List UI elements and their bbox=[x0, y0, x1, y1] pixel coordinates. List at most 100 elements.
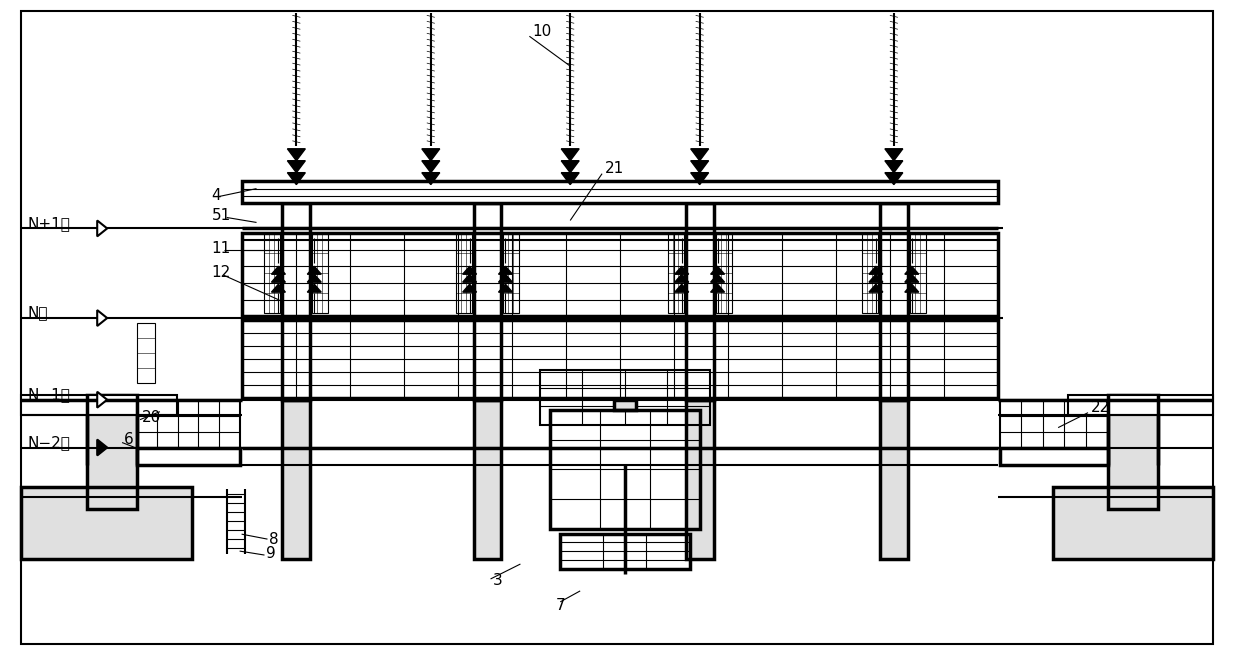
Text: 7: 7 bbox=[556, 598, 565, 613]
Text: 8: 8 bbox=[269, 532, 279, 547]
Polygon shape bbox=[308, 266, 321, 274]
Bar bbox=[138, 323, 155, 383]
Bar bbox=[474, 400, 501, 559]
Polygon shape bbox=[422, 173, 440, 185]
Polygon shape bbox=[463, 274, 476, 282]
Bar bbox=[910, 234, 926, 313]
Polygon shape bbox=[675, 266, 688, 274]
Polygon shape bbox=[905, 284, 919, 292]
Text: 6: 6 bbox=[124, 432, 134, 447]
Text: 22: 22 bbox=[1091, 400, 1110, 415]
Polygon shape bbox=[675, 274, 688, 282]
Bar bbox=[87, 395, 138, 509]
Bar bbox=[668, 234, 683, 313]
Bar bbox=[264, 234, 280, 313]
Polygon shape bbox=[711, 274, 724, 282]
Bar bbox=[1109, 395, 1158, 509]
Polygon shape bbox=[711, 284, 724, 292]
Polygon shape bbox=[869, 284, 883, 292]
Text: N层: N层 bbox=[27, 306, 48, 320]
Bar bbox=[1001, 400, 1109, 448]
Bar bbox=[1053, 487, 1213, 559]
Polygon shape bbox=[308, 284, 321, 292]
Bar bbox=[1053, 487, 1213, 559]
Bar bbox=[1001, 448, 1109, 465]
Text: N−2层: N−2层 bbox=[27, 435, 71, 450]
Polygon shape bbox=[97, 392, 107, 408]
Text: 12: 12 bbox=[212, 265, 231, 280]
Bar bbox=[1109, 395, 1158, 509]
Bar bbox=[138, 400, 239, 448]
Polygon shape bbox=[691, 173, 708, 185]
Polygon shape bbox=[422, 149, 440, 161]
Bar bbox=[503, 234, 520, 313]
Polygon shape bbox=[691, 149, 708, 161]
Polygon shape bbox=[711, 266, 724, 274]
Text: N+1层: N+1层 bbox=[27, 216, 71, 231]
Bar bbox=[455, 234, 471, 313]
Bar bbox=[312, 234, 329, 313]
Polygon shape bbox=[691, 161, 708, 173]
Bar bbox=[880, 400, 908, 559]
Polygon shape bbox=[869, 266, 883, 274]
Polygon shape bbox=[885, 149, 903, 161]
Polygon shape bbox=[97, 310, 107, 326]
Bar bbox=[880, 400, 908, 559]
Bar bbox=[21, 487, 192, 559]
Bar bbox=[686, 400, 713, 559]
Bar bbox=[87, 395, 138, 509]
Polygon shape bbox=[288, 149, 305, 161]
Bar bbox=[21, 395, 177, 414]
Polygon shape bbox=[885, 161, 903, 173]
Polygon shape bbox=[885, 173, 903, 185]
Bar bbox=[242, 320, 998, 398]
Polygon shape bbox=[272, 274, 285, 282]
Bar bbox=[138, 448, 239, 465]
Bar bbox=[880, 203, 908, 400]
Polygon shape bbox=[498, 274, 512, 282]
Bar bbox=[686, 400, 713, 559]
Polygon shape bbox=[308, 274, 321, 282]
Polygon shape bbox=[463, 266, 476, 274]
Bar bbox=[880, 203, 908, 400]
Polygon shape bbox=[905, 266, 919, 274]
Polygon shape bbox=[562, 161, 579, 173]
Bar bbox=[242, 181, 998, 203]
Polygon shape bbox=[675, 284, 688, 292]
Polygon shape bbox=[498, 284, 512, 292]
Bar bbox=[551, 410, 699, 529]
Bar bbox=[283, 203, 310, 400]
Text: 9: 9 bbox=[267, 545, 277, 561]
Bar bbox=[474, 400, 501, 559]
Bar bbox=[283, 203, 310, 400]
Bar bbox=[715, 234, 732, 313]
Polygon shape bbox=[562, 149, 579, 161]
Bar bbox=[474, 203, 501, 400]
Bar bbox=[614, 400, 636, 410]
Text: 51: 51 bbox=[212, 208, 231, 223]
Bar bbox=[283, 400, 310, 559]
Text: 21: 21 bbox=[605, 161, 624, 176]
Polygon shape bbox=[562, 173, 579, 185]
Polygon shape bbox=[97, 440, 107, 455]
Polygon shape bbox=[288, 161, 305, 173]
Bar bbox=[541, 370, 709, 424]
Bar bbox=[474, 203, 501, 400]
Text: N−1层: N−1层 bbox=[27, 387, 71, 402]
Bar bbox=[1068, 395, 1213, 414]
Polygon shape bbox=[463, 284, 476, 292]
Bar bbox=[686, 203, 713, 400]
Polygon shape bbox=[97, 220, 107, 236]
Polygon shape bbox=[272, 266, 285, 274]
Text: 4: 4 bbox=[212, 188, 222, 203]
Text: 11: 11 bbox=[212, 241, 231, 256]
Polygon shape bbox=[288, 173, 305, 185]
Text: 3: 3 bbox=[492, 573, 502, 589]
Bar bbox=[614, 400, 636, 410]
Text: 20: 20 bbox=[143, 410, 161, 425]
Bar bbox=[21, 487, 192, 559]
Text: 10: 10 bbox=[532, 24, 552, 39]
Bar bbox=[283, 400, 310, 559]
Polygon shape bbox=[498, 266, 512, 274]
Polygon shape bbox=[272, 284, 285, 292]
